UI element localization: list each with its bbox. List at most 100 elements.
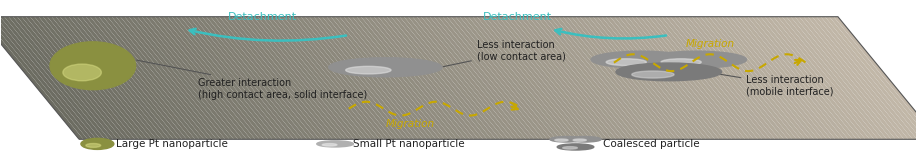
Polygon shape — [512, 17, 616, 139]
Polygon shape — [662, 17, 767, 139]
Polygon shape — [653, 17, 758, 139]
Polygon shape — [520, 17, 624, 139]
Polygon shape — [61, 17, 165, 139]
Polygon shape — [314, 17, 418, 139]
Polygon shape — [589, 17, 693, 139]
Polygon shape — [803, 17, 909, 139]
Polygon shape — [713, 17, 818, 139]
Polygon shape — [163, 17, 268, 139]
Polygon shape — [267, 17, 371, 139]
Polygon shape — [584, 17, 690, 139]
Polygon shape — [606, 17, 711, 139]
Polygon shape — [339, 17, 445, 139]
Polygon shape — [0, 17, 101, 139]
Polygon shape — [632, 17, 736, 139]
Polygon shape — [739, 17, 844, 139]
Polygon shape — [525, 17, 629, 139]
Polygon shape — [120, 17, 226, 139]
Polygon shape — [155, 17, 260, 139]
Polygon shape — [142, 17, 247, 139]
Polygon shape — [138, 17, 242, 139]
Polygon shape — [283, 17, 389, 139]
Ellipse shape — [81, 138, 114, 149]
Polygon shape — [198, 17, 303, 139]
Text: Coalesced particle: Coalesced particle — [603, 139, 700, 149]
Polygon shape — [86, 17, 191, 139]
Polygon shape — [403, 17, 509, 139]
Polygon shape — [189, 17, 294, 139]
Polygon shape — [374, 17, 479, 139]
Circle shape — [646, 51, 746, 68]
Polygon shape — [245, 17, 349, 139]
Polygon shape — [348, 17, 453, 139]
Polygon shape — [571, 17, 677, 139]
Polygon shape — [515, 17, 621, 139]
Polygon shape — [554, 17, 659, 139]
Polygon shape — [494, 17, 599, 139]
Polygon shape — [447, 17, 552, 139]
Polygon shape — [550, 17, 655, 139]
Circle shape — [569, 136, 602, 142]
Circle shape — [591, 51, 691, 68]
Circle shape — [606, 59, 646, 66]
Polygon shape — [619, 17, 724, 139]
Ellipse shape — [86, 144, 101, 147]
Polygon shape — [185, 17, 290, 139]
Polygon shape — [0, 17, 83, 139]
Polygon shape — [77, 17, 182, 139]
Polygon shape — [438, 17, 543, 139]
Polygon shape — [322, 17, 427, 139]
Polygon shape — [731, 17, 835, 139]
Polygon shape — [747, 17, 853, 139]
Polygon shape — [691, 17, 797, 139]
Polygon shape — [486, 17, 591, 139]
Polygon shape — [425, 17, 530, 139]
Polygon shape — [0, 17, 105, 139]
Polygon shape — [116, 17, 221, 139]
Polygon shape — [56, 17, 160, 139]
Polygon shape — [280, 17, 384, 139]
Ellipse shape — [63, 64, 102, 81]
Polygon shape — [580, 17, 685, 139]
Polygon shape — [464, 17, 569, 139]
Polygon shape — [301, 17, 405, 139]
Polygon shape — [296, 17, 402, 139]
Polygon shape — [640, 17, 746, 139]
Polygon shape — [701, 17, 805, 139]
Polygon shape — [812, 17, 917, 139]
Polygon shape — [82, 17, 186, 139]
Polygon shape — [181, 17, 285, 139]
Polygon shape — [193, 17, 298, 139]
Text: Small Pt nanoparticle: Small Pt nanoparticle — [353, 139, 465, 149]
Polygon shape — [262, 17, 367, 139]
Polygon shape — [361, 17, 466, 139]
Polygon shape — [395, 17, 500, 139]
Polygon shape — [666, 17, 771, 139]
Polygon shape — [293, 17, 397, 139]
Polygon shape — [30, 17, 135, 139]
Circle shape — [328, 58, 442, 77]
Polygon shape — [90, 17, 195, 139]
Polygon shape — [318, 17, 423, 139]
Polygon shape — [558, 17, 664, 139]
Polygon shape — [456, 17, 560, 139]
Polygon shape — [378, 17, 483, 139]
Polygon shape — [769, 17, 874, 139]
Polygon shape — [430, 17, 535, 139]
Polygon shape — [408, 17, 514, 139]
Polygon shape — [568, 17, 672, 139]
Polygon shape — [202, 17, 307, 139]
Polygon shape — [696, 17, 801, 139]
Text: Less interaction
(mobile interface): Less interaction (mobile interface) — [708, 72, 834, 96]
Circle shape — [322, 144, 337, 146]
Polygon shape — [477, 17, 581, 139]
Polygon shape — [215, 17, 320, 139]
Polygon shape — [459, 17, 565, 139]
Circle shape — [616, 63, 722, 81]
Polygon shape — [469, 17, 573, 139]
Polygon shape — [370, 17, 474, 139]
Polygon shape — [171, 17, 277, 139]
Polygon shape — [13, 17, 117, 139]
Polygon shape — [499, 17, 603, 139]
Polygon shape — [129, 17, 234, 139]
